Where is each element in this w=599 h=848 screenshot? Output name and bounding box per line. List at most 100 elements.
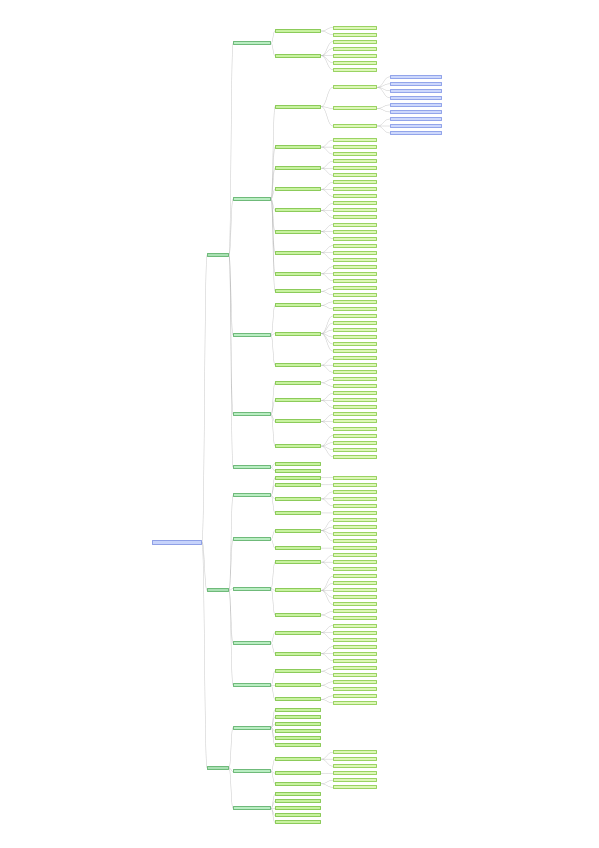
topic-node[interactable] bbox=[275, 444, 321, 449]
leaf-node[interactable] bbox=[333, 356, 377, 361]
leaf-node[interactable] bbox=[333, 145, 377, 150]
leaf-node[interactable] bbox=[333, 623, 377, 628]
leaf-node[interactable] bbox=[333, 39, 377, 44]
subbranch-node[interactable] bbox=[233, 769, 271, 774]
leaf-node[interactable] bbox=[333, 363, 377, 368]
leaf-node[interactable] bbox=[333, 285, 377, 290]
leaf-node[interactable] bbox=[333, 630, 377, 635]
leaf-node[interactable] bbox=[333, 152, 377, 157]
leaf-node[interactable] bbox=[333, 215, 377, 220]
leaf-node[interactable] bbox=[333, 665, 377, 670]
topic-node[interactable] bbox=[275, 303, 321, 308]
topic-node[interactable] bbox=[275, 630, 321, 635]
leaf-node[interactable] bbox=[333, 602, 377, 607]
topic-node[interactable] bbox=[275, 757, 321, 762]
leaf-node[interactable] bbox=[333, 398, 377, 403]
leaf-node[interactable] bbox=[333, 159, 377, 164]
leaf-node[interactable] bbox=[333, 236, 377, 241]
topic-node[interactable] bbox=[275, 461, 321, 466]
branch-node[interactable] bbox=[207, 253, 229, 258]
leaf-node[interactable] bbox=[333, 503, 377, 508]
leaf-node[interactable] bbox=[333, 124, 377, 128]
leaf-node[interactable] bbox=[333, 651, 377, 656]
topic-node[interactable] bbox=[275, 482, 321, 487]
topic-node[interactable] bbox=[275, 697, 321, 702]
leaf-node[interactable] bbox=[333, 243, 377, 248]
detail-node[interactable] bbox=[390, 102, 442, 107]
leaf-node[interactable] bbox=[333, 658, 377, 663]
topic-node[interactable] bbox=[275, 651, 321, 656]
leaf-node[interactable] bbox=[333, 67, 377, 72]
topic-node[interactable] bbox=[275, 271, 321, 276]
topic-node[interactable] bbox=[275, 612, 321, 617]
topic-node[interactable] bbox=[275, 743, 321, 748]
leaf-node[interactable] bbox=[333, 475, 377, 480]
topic-node[interactable] bbox=[275, 331, 321, 336]
leaf-node[interactable] bbox=[333, 567, 377, 572]
leaf-node[interactable] bbox=[333, 320, 377, 325]
leaf-node[interactable] bbox=[333, 412, 377, 417]
leaf-node[interactable] bbox=[333, 187, 377, 192]
leaf-node[interactable] bbox=[333, 771, 377, 776]
leaf-node[interactable] bbox=[333, 778, 377, 783]
leaf-node[interactable] bbox=[333, 138, 377, 143]
leaf-node[interactable] bbox=[333, 384, 377, 389]
leaf-node[interactable] bbox=[333, 85, 377, 90]
leaf-node[interactable] bbox=[333, 686, 377, 691]
topic-node[interactable] bbox=[275, 380, 321, 385]
root-node[interactable] bbox=[152, 539, 202, 545]
topic-node[interactable] bbox=[275, 468, 321, 473]
leaf-node[interactable] bbox=[333, 616, 377, 621]
subbranch-node[interactable] bbox=[233, 41, 271, 46]
topic-node[interactable] bbox=[275, 419, 321, 424]
leaf-node[interactable] bbox=[333, 764, 377, 769]
leaf-node[interactable] bbox=[333, 588, 377, 593]
leaf-node[interactable] bbox=[333, 574, 377, 579]
detail-node[interactable] bbox=[390, 124, 442, 128]
subbranch-node[interactable] bbox=[233, 725, 271, 730]
leaf-node[interactable] bbox=[333, 693, 377, 698]
subbranch-node[interactable] bbox=[233, 586, 271, 591]
leaf-node[interactable] bbox=[333, 208, 377, 213]
topic-node[interactable] bbox=[275, 683, 321, 688]
leaf-node[interactable] bbox=[333, 25, 377, 30]
topic-node[interactable] bbox=[275, 208, 321, 213]
leaf-node[interactable] bbox=[333, 106, 377, 111]
leaf-node[interactable] bbox=[333, 194, 377, 199]
topic-node[interactable] bbox=[275, 820, 321, 825]
detail-node[interactable] bbox=[390, 95, 442, 100]
leaf-node[interactable] bbox=[333, 482, 377, 487]
subbranch-node[interactable] bbox=[233, 465, 271, 470]
leaf-node[interactable] bbox=[333, 53, 377, 58]
branch-node[interactable] bbox=[207, 765, 229, 770]
topic-node[interactable] bbox=[275, 496, 321, 501]
topic-node[interactable] bbox=[275, 799, 321, 804]
topic-node[interactable] bbox=[275, 250, 321, 255]
leaf-node[interactable] bbox=[333, 447, 377, 452]
topic-node[interactable] bbox=[275, 781, 321, 786]
leaf-node[interactable] bbox=[333, 433, 377, 438]
leaf-node[interactable] bbox=[333, 672, 377, 677]
leaf-node[interactable] bbox=[333, 292, 377, 297]
leaf-node[interactable] bbox=[333, 546, 377, 551]
topic-node[interactable] bbox=[275, 588, 321, 593]
subbranch-node[interactable] bbox=[233, 683, 271, 688]
leaf-node[interactable] bbox=[333, 440, 377, 445]
leaf-node[interactable] bbox=[333, 391, 377, 396]
detail-node[interactable] bbox=[390, 109, 442, 114]
topic-node[interactable] bbox=[275, 736, 321, 741]
topic-node[interactable] bbox=[275, 669, 321, 674]
leaf-node[interactable] bbox=[333, 637, 377, 642]
leaf-node[interactable] bbox=[333, 328, 377, 333]
leaf-node[interactable] bbox=[333, 560, 377, 565]
topic-node[interactable] bbox=[275, 714, 321, 719]
topic-node[interactable] bbox=[275, 806, 321, 811]
topic-node[interactable] bbox=[275, 546, 321, 551]
leaf-node[interactable] bbox=[333, 46, 377, 51]
leaf-node[interactable] bbox=[333, 517, 377, 522]
topic-node[interactable] bbox=[275, 187, 321, 192]
leaf-node[interactable] bbox=[333, 222, 377, 227]
topic-node[interactable] bbox=[275, 721, 321, 726]
subbranch-node[interactable] bbox=[233, 412, 271, 417]
detail-node[interactable] bbox=[390, 74, 442, 79]
